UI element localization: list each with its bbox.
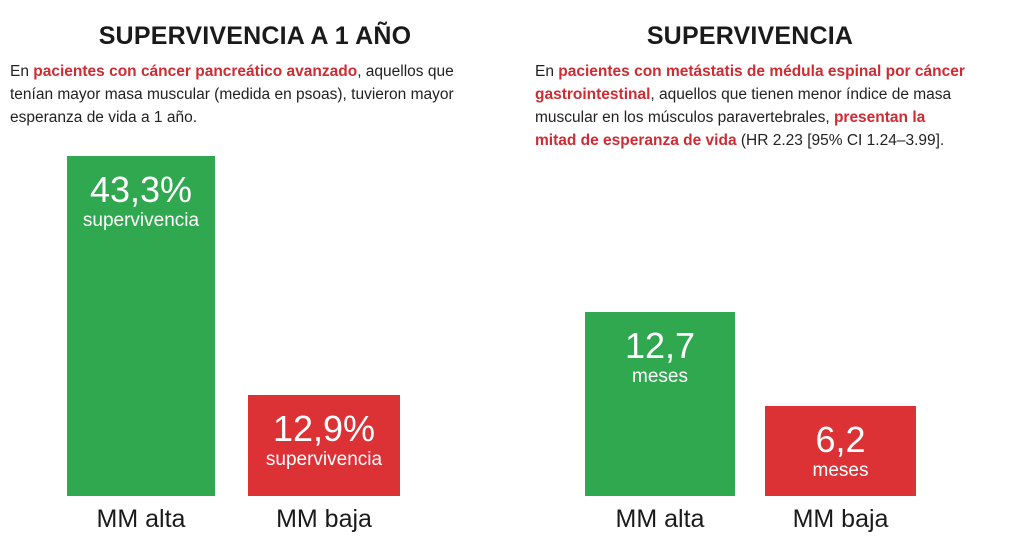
category-label: MM alta (96, 505, 186, 533)
bar-value-label: 12,7 (624, 325, 696, 366)
bar-mm-baja: 12,9% supervivencia (248, 395, 400, 496)
bar-value-label: 12,9% (272, 408, 376, 449)
description-text: En (10, 63, 34, 80)
highlighted-text: pacientes con cáncer pancreático avanzad… (33, 63, 358, 80)
bar-unit-label: supervivencia (265, 449, 383, 470)
highlighted-text: presentan la mitad de esperanza de vida (535, 109, 926, 149)
bar-value-label: 43,3% (89, 169, 193, 210)
bar-mm-alta: 12,7 meses (585, 312, 735, 496)
bar-value-label: 6,2 (815, 419, 866, 460)
left-chart: 43,3% supervivencia MM alta 12,9% superviven… (10, 0, 462, 549)
description-text: (HR 2.23 [95% CI 1.24–3.99]. (736, 132, 945, 149)
bar-mm-alta: 43,3% supervivencia (67, 156, 215, 496)
category-label: MM baja (792, 505, 889, 533)
description-text: , aquellos que tienen menor índice de ma… (535, 86, 952, 126)
bar-unit-label: meses (812, 460, 869, 481)
description-text: En (535, 63, 559, 80)
right-description: En pacientes con metástatis de médula es… (535, 60, 965, 152)
right-title: SUPERVIVENCIA (646, 22, 854, 50)
bar-unit-label: meses (632, 366, 688, 387)
category-label: MM baja (276, 505, 372, 533)
category-label: MM alta (615, 505, 705, 533)
highlighted-text: pacientes con metástatis de médula espin… (535, 63, 965, 103)
bar-mm-baja: 6,2 meses (765, 406, 916, 496)
right-chart: 12,7 meses MM alta 6,2 meses MM baja (535, 0, 965, 549)
left-title: SUPERVIVENCIA A 1 AÑO (98, 22, 412, 50)
bar-unit-label: supervivencia (82, 210, 200, 231)
left-description: En pacientes con cáncer pancreático avan… (10, 60, 462, 129)
description-text: , aquellos que tenían mayor masa muscula… (10, 63, 454, 126)
